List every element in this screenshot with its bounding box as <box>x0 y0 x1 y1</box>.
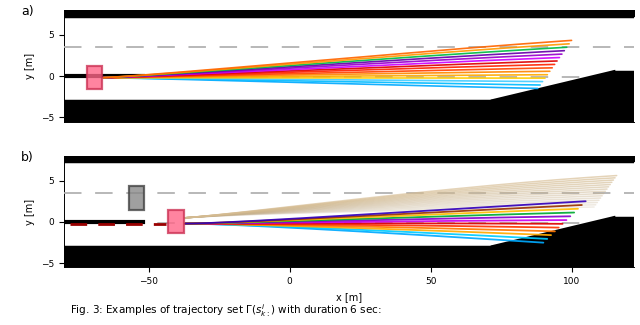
Bar <box>129 186 145 210</box>
Text: b): b) <box>21 151 34 164</box>
Polygon shape <box>64 218 634 267</box>
Text: Fig. 3: Examples of trajectory set $\Gamma(s_{k:}^{i})$ with duration 6 sec:: Fig. 3: Examples of trajectory set $\Gam… <box>70 303 381 319</box>
Polygon shape <box>64 72 634 122</box>
Y-axis label: y [m]: y [m] <box>26 199 35 225</box>
Y-axis label: y [m]: y [m] <box>26 53 35 79</box>
Bar <box>86 66 102 89</box>
Bar <box>168 210 184 233</box>
Text: a): a) <box>21 5 34 18</box>
X-axis label: x [m]: x [m] <box>336 292 362 302</box>
